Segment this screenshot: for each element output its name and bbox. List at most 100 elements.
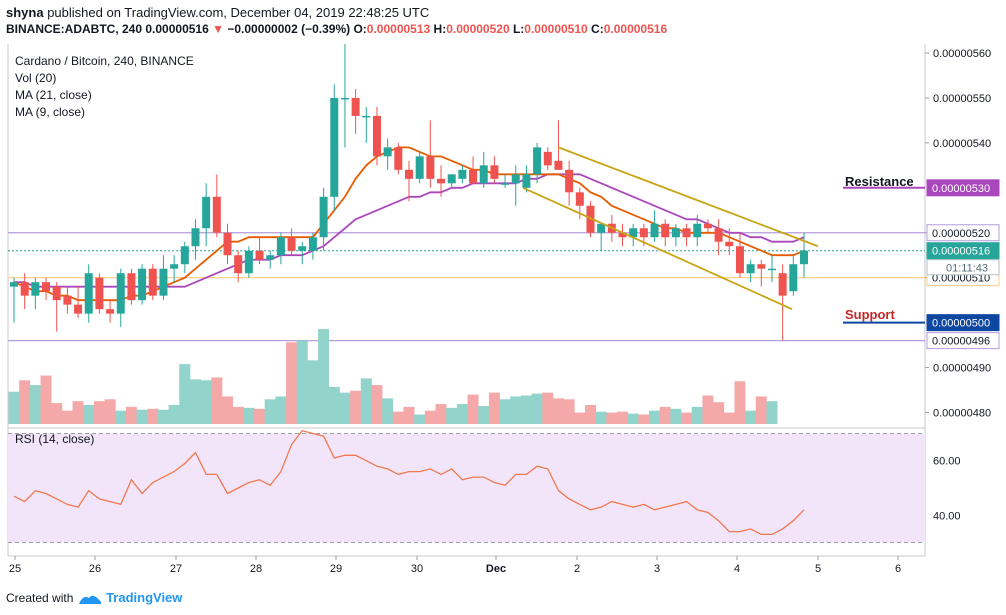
candle-body: [757, 264, 766, 269]
time-tick-label: 2: [574, 563, 580, 575]
symbol-name: BINANCE:ADABTC, 240: [6, 22, 143, 36]
candle-body: [789, 264, 798, 292]
volume-bar: [617, 411, 629, 424]
candle-body: [735, 246, 744, 274]
candle-body: [319, 196, 328, 238]
candle-body: [575, 192, 584, 206]
last-price: 0.00000516: [145, 22, 209, 36]
price-tick-label: 0.00000480: [933, 408, 991, 420]
open-value: 0.00000513: [366, 22, 431, 36]
volume-bar: [382, 398, 394, 424]
candle-body: [703, 223, 712, 229]
volume-bar: [19, 380, 31, 424]
volume-bar: [414, 414, 426, 424]
price-tick-label: 0.00000540: [933, 138, 991, 150]
rsi-line: [13, 429, 805, 536]
candle-body: [629, 228, 638, 238]
volume-bar: [542, 392, 554, 424]
volume-bar: [456, 404, 468, 424]
volume-bar: [371, 385, 383, 424]
tradingview-logo-icon: [78, 595, 101, 604]
volume-bar: [211, 377, 223, 424]
candle-body: [308, 237, 317, 251]
price-chart[interactable]: 60.00 40.00 0.00000560 0.00000550 0.0000054…: [0, 0, 1006, 590]
candle-body: [74, 304, 83, 314]
candle-body: [415, 156, 424, 179]
volume-bar: [510, 396, 522, 424]
candle-body: [533, 147, 542, 175]
candle-body: [84, 273, 93, 314]
candle-body: [180, 246, 189, 265]
time-tick-label: 29: [330, 563, 342, 575]
candle-body: [437, 178, 446, 184]
candle-body: [202, 196, 211, 229]
price-tick-label: 0.00000560: [933, 48, 991, 60]
candle-body: [543, 151, 552, 166]
candle-body: [212, 196, 221, 233]
price-change: −0.00000002 (−0.39%): [227, 22, 351, 36]
legend-volume: Vol (20): [15, 71, 56, 85]
candle-body: [330, 97, 339, 197]
down-arrow-icon: ▼: [212, 22, 224, 36]
price-label-box: [926, 179, 1000, 197]
support-annotation: Support: [845, 307, 895, 322]
candle-body: [148, 268, 157, 296]
volume-bar: [93, 401, 105, 424]
rsi-band: [8, 433, 925, 543]
volume-bar: [29, 385, 41, 424]
volume-bar: [584, 405, 596, 424]
resistance-annotation: Resistance: [845, 174, 914, 189]
candle-body: [127, 273, 136, 301]
volume-bar: [72, 401, 84, 424]
volume-bar: [424, 410, 436, 424]
price-label-text: 0.00000496: [932, 336, 990, 348]
tradingview-brand[interactable]: TradingView: [106, 590, 183, 605]
candle-body: [138, 268, 147, 301]
volume-bar: [446, 407, 458, 424]
volume-bar: [115, 410, 127, 424]
time-tick-label: 4: [734, 563, 740, 575]
symbol-line: BINANCE:ADABTC, 240 0.00000516 ▼ −0.0000…: [6, 22, 667, 36]
volume-bar: [734, 381, 746, 424]
volume-bar: [104, 399, 116, 424]
volume-bar: [125, 406, 137, 424]
candle-body: [170, 264, 179, 269]
candle-body: [661, 223, 670, 238]
price-label-box: [926, 332, 1000, 350]
candle-body: [501, 183, 510, 185]
time-tick-label: Dec: [486, 563, 506, 575]
volume-bar: [40, 375, 52, 424]
volume-bar: [296, 340, 308, 424]
candle-body: [746, 264, 755, 274]
candle-body: [255, 250, 264, 260]
channel-lower-line: [522, 186, 793, 310]
candle-body: [351, 97, 360, 116]
volume-bar: [488, 392, 500, 424]
price-label-text: 0.00000510: [932, 273, 990, 285]
author-name[interactable]: shyna: [6, 5, 44, 20]
volume-bar: [574, 412, 586, 424]
candle-body: [565, 169, 574, 193]
volume-bar: [702, 395, 714, 424]
candle-body: [191, 228, 200, 247]
volume-bar: [670, 408, 682, 424]
volume-bar: [403, 406, 415, 424]
candle-body: [52, 286, 61, 301]
candle-body: [372, 115, 381, 157]
volume-bar: [745, 410, 757, 424]
volume-bar: [200, 380, 212, 424]
volume-bar: [552, 398, 564, 424]
time-tick-label: 25: [9, 563, 21, 575]
volume-bar: [8, 391, 20, 424]
candle-body: [458, 169, 467, 179]
volume-bar: [563, 399, 575, 424]
volume-bar: [723, 412, 735, 424]
candle-body: [618, 232, 627, 238]
candle-body: [800, 250, 808, 265]
candle-body: [276, 237, 285, 256]
volume-bar: [766, 401, 778, 424]
volume-bar: [606, 412, 618, 424]
low-value: 0.00000510: [524, 22, 588, 36]
channel-upper-line: [558, 146, 819, 248]
candle-body: [597, 223, 606, 233]
